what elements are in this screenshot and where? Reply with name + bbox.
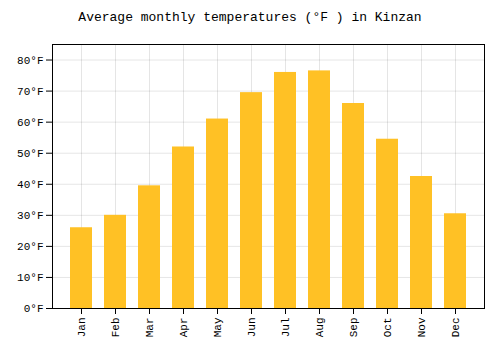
- svg-text:0°F: 0°F: [24, 303, 44, 315]
- svg-text:Jan: Jan: [76, 318, 88, 338]
- svg-text:40°F: 40°F: [17, 179, 43, 191]
- svg-text:Feb: Feb: [110, 318, 122, 338]
- svg-text:Aug: Aug: [314, 318, 326, 338]
- svg-text:Nov: Nov: [416, 317, 428, 337]
- html-text:Average monthly temperatures (: Average monthly temperatures (°F ) in Ki…: [78, 10, 422, 25]
- svg-text:Apr: Apr: [178, 318, 190, 338]
- svg-text:70°F: 70°F: [17, 86, 43, 98]
- svg-text:80°F: 80°F: [17, 55, 43, 67]
- svg-text:May: May: [212, 317, 224, 337]
- svg-text:Oct: Oct: [382, 318, 394, 338]
- svg-text:Mar: Mar: [144, 318, 156, 338]
- svg-text:30°F: 30°F: [17, 210, 43, 222]
- svg-text:20°F: 20°F: [17, 241, 43, 253]
- svg-text:10°F: 10°F: [17, 272, 43, 284]
- svg-text:Jun: Jun: [246, 318, 258, 338]
- svg-text:50°F: 50°F: [17, 148, 43, 160]
- svg-text:60°F: 60°F: [17, 117, 43, 129]
- svg-text:Dec: Dec: [450, 318, 462, 338]
- svg-text:Sep: Sep: [348, 318, 360, 338]
- svg-text:Jul: Jul: [280, 318, 292, 338]
